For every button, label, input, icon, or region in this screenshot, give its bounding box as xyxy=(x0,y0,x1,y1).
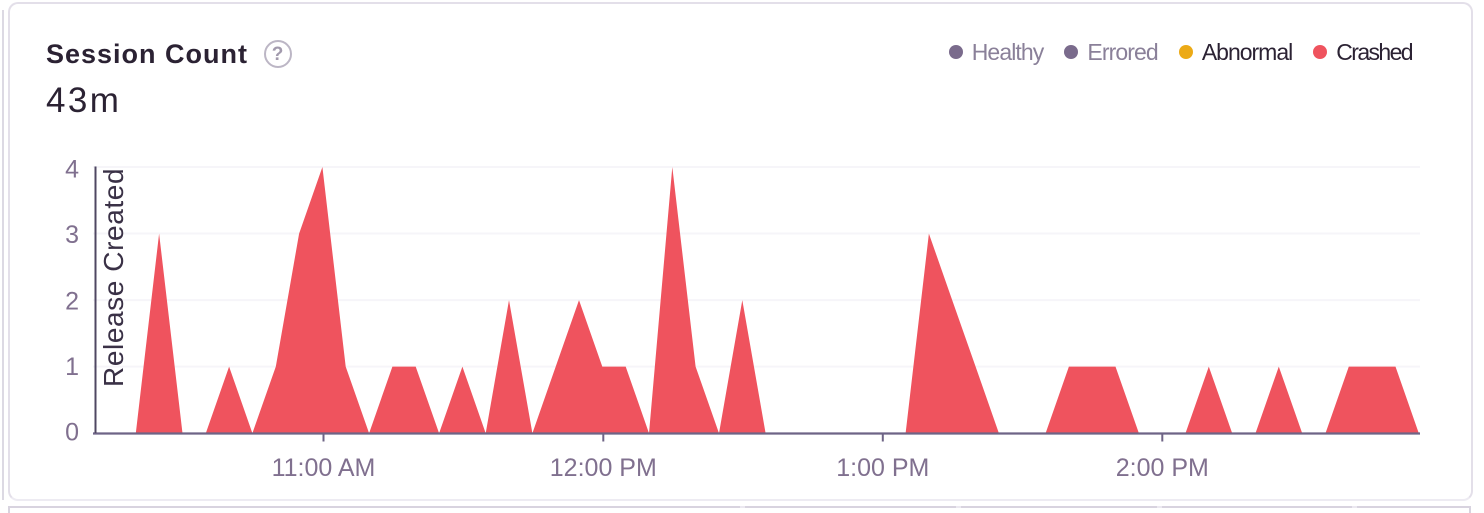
svg-text:2: 2 xyxy=(65,288,79,316)
svg-text:0: 0 xyxy=(65,419,79,447)
svg-text:11:00 AM: 11:00 AM xyxy=(272,454,376,482)
svg-text:3: 3 xyxy=(65,221,79,249)
svg-text:Release Created: Release Created xyxy=(98,168,129,387)
svg-text:12:00 PM: 12:00 PM xyxy=(550,454,657,482)
svg-text:2:00 PM: 2:00 PM xyxy=(1116,454,1209,482)
svg-text:1:00 PM: 1:00 PM xyxy=(836,454,929,482)
svg-text:1: 1 xyxy=(65,353,79,381)
svg-text:4: 4 xyxy=(65,155,79,183)
